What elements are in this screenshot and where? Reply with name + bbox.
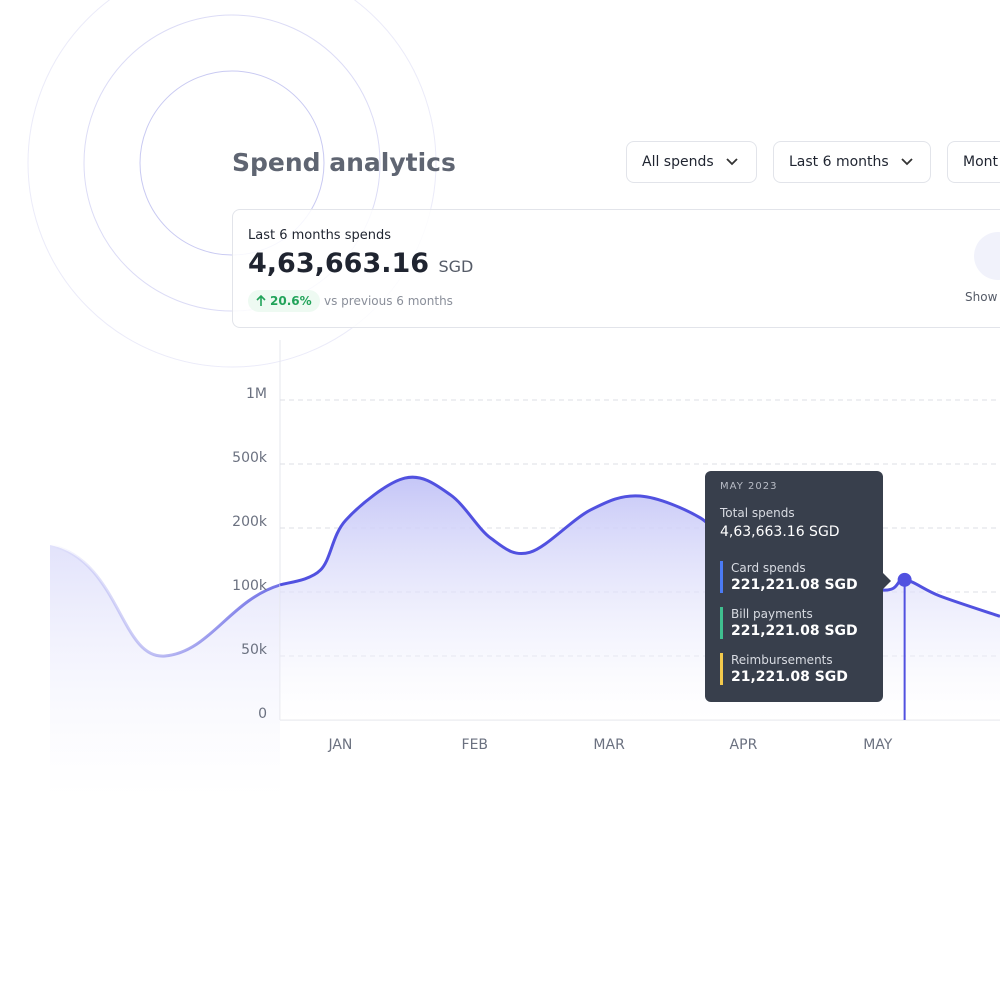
hover-point xyxy=(897,572,912,587)
y-tick-label: 500k xyxy=(232,450,268,466)
x-tick-label: MAY xyxy=(863,737,893,753)
x-tick-label: MAR xyxy=(593,737,625,753)
tooltip-value: 4,63,663.16 SGD xyxy=(720,524,840,540)
summary-card: Last 6 months spends 4,63,663.16 SGD 20.… xyxy=(232,209,1000,328)
line xyxy=(279,475,1000,618)
change: 20.6% xyxy=(270,294,312,308)
filter-label: Last 6 months xyxy=(789,154,889,170)
tooltip-item: Card spends 221,221.08 SGD xyxy=(720,561,858,593)
x-tick-label: FEB xyxy=(462,737,489,753)
decor-area xyxy=(50,545,280,800)
x-tick-label: APR xyxy=(730,737,758,753)
tooltip-period: MAY 2023 xyxy=(720,481,778,492)
y-tick-label: 1M xyxy=(246,386,267,402)
area xyxy=(280,477,1000,720)
tooltip-item: Reimbursements 21,221.08 SGD xyxy=(720,653,848,685)
amount: 4,63,663.16 xyxy=(248,248,430,279)
item-value: 21,221.08 SGD xyxy=(731,669,848,685)
decor-ring xyxy=(27,0,437,368)
filter-label: All spends xyxy=(642,154,714,170)
tooltip: MAY 2023 Total spends 4,63,663.16 SGD Ca… xyxy=(705,471,891,702)
item-label: Bill payments xyxy=(731,607,813,621)
filter[interactable]: All spends xyxy=(626,141,757,183)
up-arrow xyxy=(256,295,266,306)
currency: SGD xyxy=(438,257,474,276)
change-badge: 20.6% xyxy=(248,290,320,312)
y-tick-label: 100k xyxy=(232,578,268,594)
summary-amount: 4,63,663.16 SGD xyxy=(248,248,473,279)
item-value: 221,221.08 SGD xyxy=(731,577,858,593)
tooltip-pointer xyxy=(883,573,891,589)
filter[interactable]: Last 6 months xyxy=(773,141,931,183)
y-tick-label: 200k xyxy=(232,514,268,530)
item-value: 221,221.08 SGD xyxy=(731,623,858,639)
plot: 0 50k 100k 200k 500k 1M JAN FEB MAR APR MAY xyxy=(232,340,1000,753)
page-title: Spend analytics xyxy=(232,148,456,177)
toggle-label[interactable]: Show xyxy=(965,290,998,304)
y-tick-label: 50k xyxy=(241,642,268,658)
x-tick-label: JAN xyxy=(327,737,352,753)
tooltip-item: Bill payments 221,221.08 SGD xyxy=(720,607,858,639)
chevron xyxy=(901,158,913,166)
change-note: vs previous 6 months xyxy=(324,294,453,308)
filter[interactable]: Mont xyxy=(947,141,1000,183)
item-label: Card spends xyxy=(731,561,806,575)
chevron xyxy=(726,158,738,166)
tooltip-label: Total spends xyxy=(720,506,795,520)
filter-label: Mont xyxy=(963,154,999,170)
item-label: Reimbursements xyxy=(731,653,833,667)
y-tick-label: 0 xyxy=(258,706,267,722)
toggle-button[interactable] xyxy=(974,232,1000,280)
summary-label: Last 6 months spends xyxy=(248,228,391,243)
decor-line xyxy=(49,543,281,658)
